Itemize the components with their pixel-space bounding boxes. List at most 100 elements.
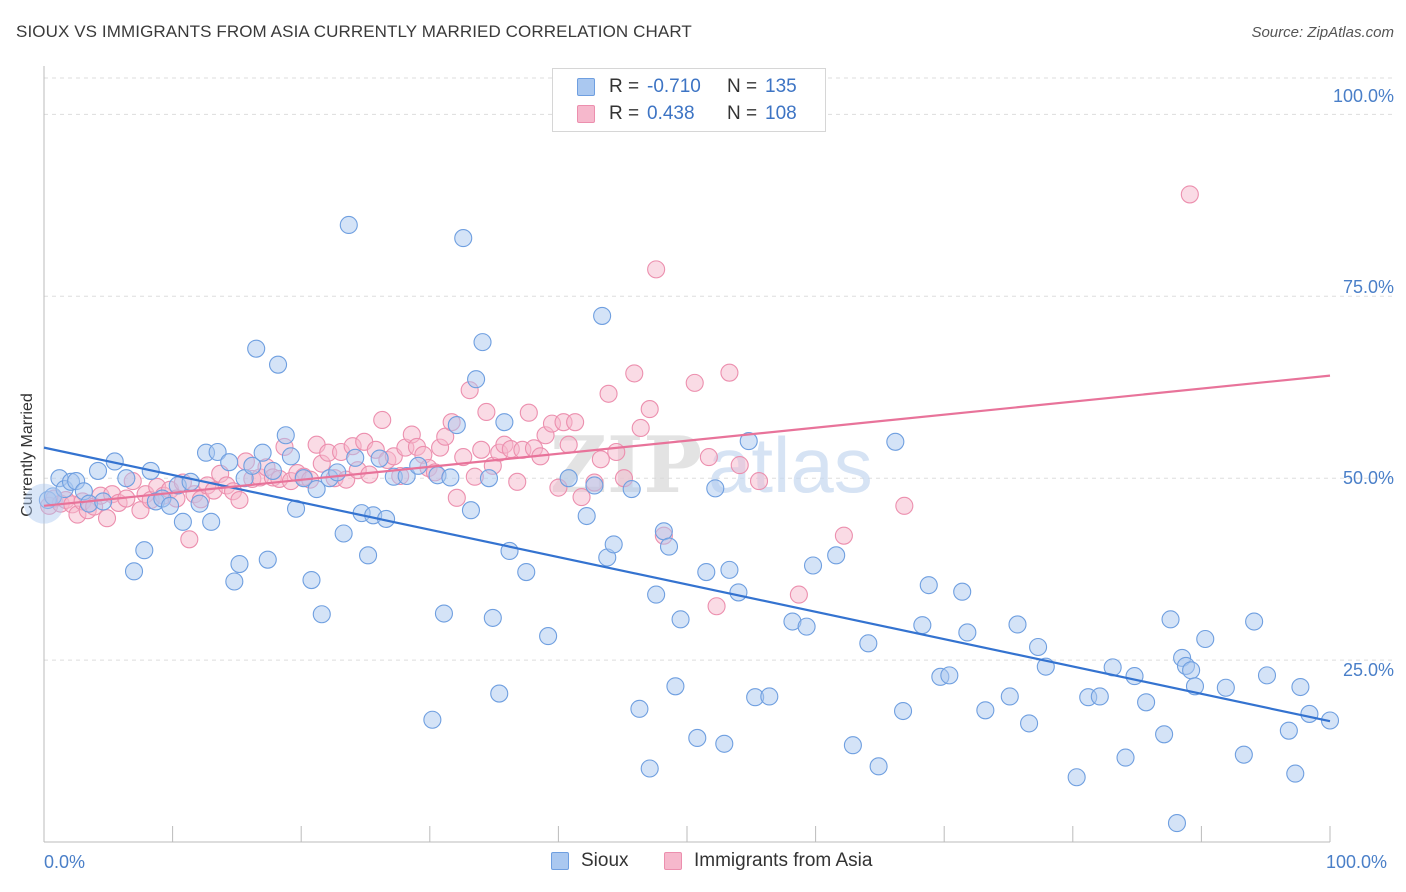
- sioux-point-30: [247, 339, 266, 358]
- legend-n-label: N =: [727, 103, 758, 124]
- sioux-point-122: [1155, 725, 1174, 744]
- sioux-point-39: [302, 571, 321, 590]
- sioux-point-95: [797, 617, 816, 636]
- y-tick-label-25: 25.0%: [1342, 660, 1394, 680]
- sioux-point-97: [827, 546, 846, 565]
- sioux-point-66: [490, 684, 509, 703]
- sioux-point-67: [495, 413, 514, 432]
- sioux-point-23: [202, 512, 221, 531]
- asia-point-108: [1180, 185, 1199, 204]
- bottom-legend-swatch-sioux: [551, 852, 569, 870]
- sioux-point-43: [328, 463, 347, 482]
- sioux-point-24: [208, 442, 227, 462]
- asia-point-79: [519, 403, 538, 422]
- sioux-point-96: [803, 556, 823, 575]
- asia-point-87: [566, 413, 585, 432]
- sioux-point-33: [263, 461, 282, 480]
- sioux-point-74: [593, 306, 612, 325]
- sioux-point-112: [1020, 714, 1039, 733]
- sioux-point-25: [220, 453, 239, 472]
- asia-point-72: [477, 402, 496, 422]
- sioux-point-109: [976, 701, 995, 720]
- sioux-point-121: [1137, 693, 1156, 712]
- asia-point-94: [625, 364, 644, 383]
- sioux-point-108: [958, 623, 977, 642]
- asia-point-103: [730, 456, 749, 475]
- legend-r-value: -0.710: [647, 76, 701, 97]
- bottom-legend-asia: Immigrants from Asia: [664, 850, 872, 872]
- x-tick-label-0: 0.0%: [44, 852, 86, 872]
- asia-point-107: [895, 496, 914, 515]
- sioux-point-44: [334, 524, 353, 543]
- sioux-point-89: [720, 560, 739, 579]
- legend-n-value: 108: [765, 103, 797, 124]
- sioux-point-63: [473, 333, 492, 352]
- source-label: Source: ZipAtlas.com: [1251, 24, 1394, 41]
- sioux-point-41: [312, 605, 331, 624]
- sioux-point-60: [454, 229, 473, 248]
- asia-trend-line: [43, 374, 1331, 507]
- correlation-legend: R = -0.710 N = 135 R = 0.438 N = 108: [552, 68, 826, 132]
- sioux-point-82: [659, 537, 679, 556]
- legend-row-sioux: R = -0.710 N = 135: [577, 75, 797, 99]
- sioux-point-102: [893, 701, 913, 721]
- asia-point-100: [699, 448, 718, 467]
- sioux-point-53: [397, 466, 416, 486]
- sioux-point-12: [124, 562, 144, 581]
- legend-r-label: R =: [609, 76, 640, 97]
- y-tick-label-100: 100.0%: [1332, 86, 1394, 106]
- sioux-point-45: [339, 215, 358, 235]
- sioux-point-130: [1216, 678, 1235, 697]
- chart-title: SIOUX VS IMMIGRANTS FROM ASIA CURRENTLY …: [16, 22, 692, 41]
- sioux-point-78: [630, 699, 649, 718]
- sioux-point-133: [1257, 666, 1277, 685]
- sioux-point-101: [886, 432, 905, 451]
- y-tick-label-75: 75.0%: [1342, 277, 1394, 297]
- sioux-point-26: [225, 572, 244, 591]
- sioux-point-34: [269, 355, 288, 374]
- sioux-point-127: [1182, 661, 1201, 680]
- sioux-point-54: [409, 456, 428, 475]
- bottom-legend-sioux: Sioux: [551, 850, 629, 872]
- sioux-point-31: [253, 443, 272, 462]
- legend-r-value: 0.438: [647, 103, 695, 124]
- sioux-point-120: [1125, 667, 1144, 686]
- sioux-point-50: [370, 449, 389, 468]
- sioux-point-58: [441, 468, 460, 487]
- sioux-point-110: [1000, 687, 1019, 706]
- sioux-point-117: [1090, 687, 1109, 706]
- sioux-point-55: [423, 710, 442, 729]
- sioux-point-11: [117, 469, 136, 488]
- sioux-point-69: [517, 563, 536, 582]
- sioux-point-93: [760, 687, 779, 706]
- sioux-point-21: [190, 494, 209, 513]
- sioux-point-17: [160, 496, 180, 515]
- sioux-point-61: [461, 501, 481, 520]
- asia-point-67: [447, 488, 466, 507]
- sioux-point-85: [688, 728, 707, 748]
- asia-point-68: [454, 448, 473, 467]
- asia-point-90: [591, 450, 610, 469]
- sioux-point-115: [1067, 768, 1086, 787]
- asia-point-96: [640, 400, 659, 419]
- asia-point-91: [599, 384, 618, 403]
- sioux-point-36: [281, 447, 300, 466]
- asia-point-104: [749, 472, 769, 491]
- sioux-point-135: [1286, 764, 1305, 783]
- legend-n-value: 135: [765, 76, 797, 97]
- sioux-point-106: [940, 666, 959, 685]
- sioux-point-124: [1167, 814, 1187, 833]
- sioux-trend-line: [43, 446, 1331, 723]
- sioux-point-64: [479, 469, 499, 488]
- y-tick-label-50: 50.0%: [1342, 468, 1394, 488]
- sioux-point-72: [577, 506, 596, 526]
- bottom-legend-label-sioux: Sioux: [581, 850, 629, 871]
- sioux-point-29: [243, 456, 262, 475]
- sioux-point-100: [869, 757, 888, 776]
- sioux-point-113: [1029, 637, 1048, 657]
- legend-row-asia: R = 0.438 N = 108: [577, 102, 797, 126]
- asia-point-77: [508, 472, 527, 491]
- asia-point-106: [834, 526, 853, 545]
- sioux-point-83: [666, 677, 685, 696]
- bottom-legend-swatch-asia: [664, 852, 682, 870]
